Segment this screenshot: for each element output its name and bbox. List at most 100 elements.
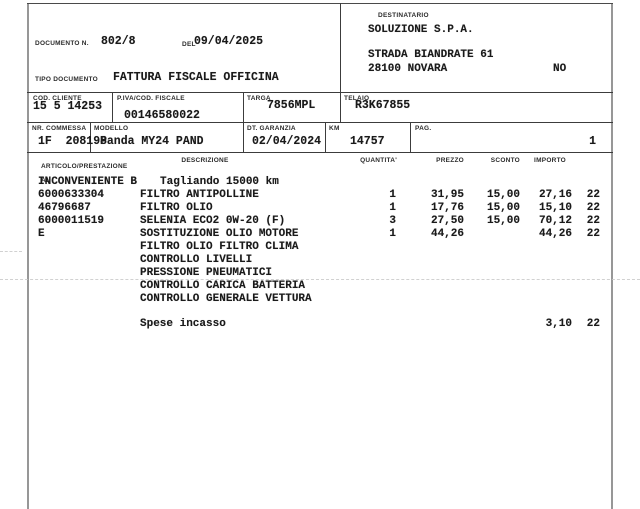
info-row2-sep1	[90, 122, 91, 152]
telaio-value: R3K67855	[355, 99, 411, 112]
pag-label: PAG.	[415, 125, 432, 132]
cell-descrizione: FILTRO ANTIPOLLINE	[140, 189, 259, 201]
info-row2-top-rule	[27, 122, 613, 123]
cell-descrizione: Tagliando 15000 km	[160, 176, 279, 188]
spese-incasso-importo: 3,10	[545, 318, 572, 330]
cell-articolo: 46796687	[38, 202, 91, 214]
cell-prezzo: 44,26	[430, 228, 464, 240]
documento-date: 09/04/2025	[194, 35, 264, 48]
table-row: 6000011519 SELENIA ECO2 0W-20 (F) 3 27,50 15…	[0, 215, 640, 228]
cell-iva: 22	[586, 215, 600, 227]
info-row1-sep3	[340, 92, 341, 122]
cell-iva: 22	[586, 202, 600, 214]
cell-descrizione: CONTROLLO LIVELLI	[140, 254, 253, 266]
destinatario-label: DESTINATARIO	[378, 12, 429, 19]
col-articolo-line2: AL	[40, 177, 51, 184]
cell-prezzo: 17,76	[430, 202, 464, 214]
documento-number: 802/8	[101, 35, 136, 48]
info-row1-sep1	[112, 92, 113, 122]
cell-importo: 27,16	[538, 189, 572, 201]
col-articolo-header: ARTICOLO/PRESTAZIONE AL	[33, 156, 127, 191]
cell-iva: 22	[586, 228, 600, 240]
table-row: 46796687 FILTRO OLIO 1 17,76 15,00 15,10 22	[0, 202, 640, 215]
modello-label: MODELLO	[94, 125, 129, 132]
cell-quantita: 3	[389, 215, 396, 227]
col-sconto-header: SCONTO	[490, 157, 520, 164]
cell-sconto: 15,00	[486, 202, 520, 214]
info-row2-sep3	[325, 122, 326, 152]
table-row: E SOSTITUZIONE OLIO MOTORE 1 44,26 44,26 22	[0, 228, 640, 241]
col-articolo-line1: ARTICOLO/PRESTAZIONE	[40, 163, 128, 170]
del-label: DEL	[182, 41, 196, 48]
cell-articolo: 6000011519	[38, 215, 105, 227]
cod-cliente-label: COD. CLIENTE	[33, 95, 82, 102]
cell-descrizione: CONTROLLO GENERALE VETTURA	[140, 293, 312, 305]
col-quantita-header: QUANTITA'	[360, 157, 397, 164]
info-row2-sep2	[243, 122, 244, 152]
cell-prezzo: 27,50	[430, 215, 464, 227]
info-row2-sep4	[410, 122, 411, 152]
table-row: 6000633304 FILTRO ANTIPOLLINE 1 31,95 15,00 2…	[0, 189, 640, 202]
destinatario-box-left	[340, 3, 341, 92]
cell-importo: 70,12	[538, 215, 572, 227]
piva-label: P.IVA/COD. FISCALE	[117, 95, 185, 102]
page-left-edge	[27, 3, 29, 509]
spese-incasso-iva: 22	[586, 318, 600, 330]
destinatario-province: NO	[553, 63, 567, 75]
destinatario-city: 28100 NOVARA	[368, 63, 448, 75]
telaio-label: TELAIO	[344, 95, 370, 102]
spese-incasso-label: Spese incasso	[140, 318, 226, 330]
cell-quantita: 1	[389, 189, 396, 201]
spese-incasso-row: Spese incasso 3,10 22	[0, 318, 640, 331]
pag-value: 1	[589, 135, 596, 148]
cell-descrizione: PRESSIONE PNEUMATICI	[140, 267, 273, 279]
table-row: FILTRO OLIO FILTRO CLIMA	[0, 241, 640, 254]
col-importo-header: IMPORTO	[534, 157, 566, 164]
cell-descrizione: CONTROLLO CARICA BATTERIA	[140, 280, 306, 292]
cell-prezzo: 31,95	[430, 189, 464, 201]
tipo-documento-label: TIPO DOCUMENTO	[35, 76, 98, 83]
table-row: CONTROLLO GENERALE VETTURA	[0, 293, 640, 306]
destinatario-address: STRADA BIANDRATE 61	[368, 49, 494, 61]
cell-articolo: E	[38, 228, 45, 240]
cell-sconto: 15,00	[486, 189, 520, 201]
commessa-label: NR. COMMESSA	[32, 125, 87, 132]
garanzia-label: DT. GARANZIA	[247, 125, 296, 132]
commessa-value: 1F 208198	[38, 135, 108, 148]
table-row: CONTROLLO CARICA BATTERIA	[0, 280, 640, 293]
garanzia-value: 02/04/2024	[252, 135, 322, 148]
cell-descrizione: SELENIA ECO2 0W-20 (F)	[140, 215, 286, 227]
page-right-edge	[611, 3, 613, 509]
info-row2-bottom-rule	[27, 152, 613, 153]
cod-cliente-value: 15 5 14253	[33, 100, 103, 113]
cell-quantita: 1	[389, 202, 396, 214]
targa-value: 7856MPL	[267, 99, 316, 112]
piva-value: 00146580022	[124, 109, 200, 122]
col-descrizione-header: DESCRIZIONE	[181, 157, 229, 164]
cell-importo: 15,10	[538, 202, 572, 214]
modello-value: Panda MY24 PAND	[100, 135, 204, 148]
table-row: INCONVENIENTE B Tagliando 15000 km	[0, 176, 640, 189]
km-value: 14757	[350, 135, 385, 148]
col-prezzo-header: PREZZO	[436, 157, 464, 164]
km-label: KM	[329, 125, 340, 132]
cell-importo: 44,26	[538, 228, 572, 240]
cell-descrizione: SOSTITUZIONE OLIO MOTORE	[140, 228, 299, 240]
targa-label: TARGA	[247, 95, 271, 102]
table-row: CONTROLLO LIVELLI	[0, 254, 640, 267]
scan-fold-line	[0, 279, 640, 280]
cell-descrizione: FILTRO OLIO FILTRO CLIMA	[140, 241, 299, 253]
cell-sconto: 15,00	[486, 215, 520, 227]
info-row1-top-rule	[27, 92, 613, 93]
table-row: PRESSIONE PNEUMATICI	[0, 267, 640, 280]
documento-label: DOCUMENTO N.	[35, 40, 89, 47]
cell-descrizione: FILTRO OLIO	[140, 202, 213, 214]
cell-quantita: 1	[389, 228, 396, 240]
cell-articolo: 6000633304	[38, 189, 105, 201]
scan-mark-left	[0, 251, 22, 252]
cell-articolo: INCONVENIENTE B	[38, 176, 138, 188]
page-top-edge	[27, 3, 613, 4]
cell-iva: 22	[586, 189, 600, 201]
destinatario-name: SOLUZIONE S.P.A.	[368, 24, 474, 36]
